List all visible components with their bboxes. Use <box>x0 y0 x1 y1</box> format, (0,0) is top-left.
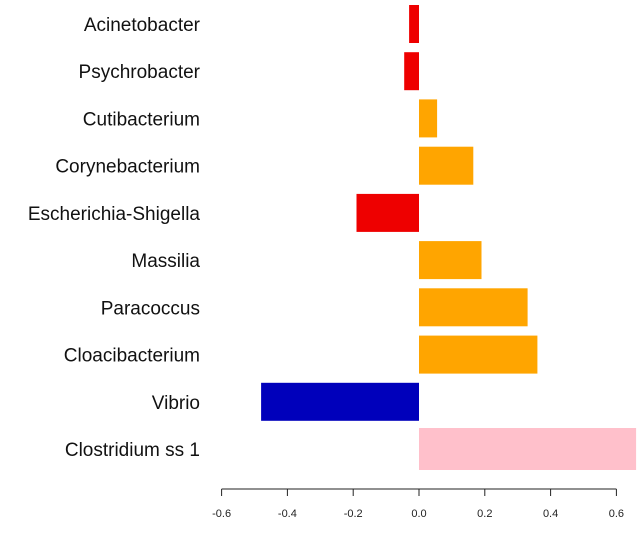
category-label: Cloacibacterium <box>64 346 200 367</box>
bar-paracoccus <box>419 288 528 327</box>
bar-vibrio <box>261 382 419 421</box>
category-label: Clostridium ss 1 <box>65 440 200 461</box>
bar-cutibacterium <box>419 99 438 138</box>
x-ticks-group: -0.6 -0.4 -0.2 0.0 0.2 0.4 0.6 <box>212 489 624 520</box>
category-label: Vibrio <box>152 393 200 414</box>
category-labels-group: Acinetobacter Psychrobacter Cutibacterium C… <box>28 15 201 461</box>
x-axis: -0.6 -0.4 -0.2 0.0 0.2 0.4 0.6 <box>212 488 624 520</box>
x-tick-label: -0.2 <box>344 508 363 520</box>
category-label: Massilia <box>131 251 200 272</box>
category-label: Escherichia-Shigella <box>28 204 201 225</box>
bar-cloacibacterium <box>419 335 538 374</box>
bar-psychrobacter <box>404 52 419 91</box>
category-label: Corynebacterium <box>55 157 200 178</box>
category-label: Psychrobacter <box>79 62 201 83</box>
category-label: Paracoccus <box>101 298 200 319</box>
bar-massilia <box>419 241 482 280</box>
x-tick-label: 0.0 <box>411 508 426 520</box>
x-tick-label: 0.2 <box>477 508 492 520</box>
bar-escherichia-shigella <box>356 193 419 232</box>
bar-corynebacterium <box>419 146 474 185</box>
x-tick-label: -0.4 <box>278 508 297 520</box>
bars-group <box>261 5 637 470</box>
x-tick-label: 0.6 <box>609 508 624 520</box>
category-label: Acinetobacter <box>84 15 201 36</box>
category-label: Cutibacterium <box>83 109 200 130</box>
bar-clostridium-ss-1 <box>419 428 637 470</box>
x-tick-label: -0.6 <box>212 508 231 520</box>
x-tick-label: 0.4 <box>543 508 558 520</box>
bar-acinetobacter <box>409 5 419 43</box>
